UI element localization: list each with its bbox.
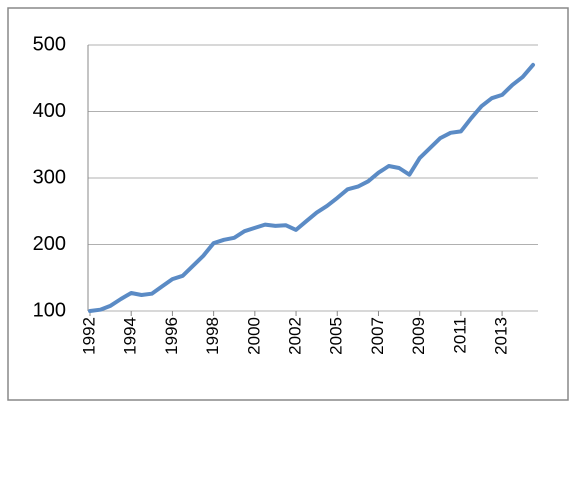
x-tick-label: 2009: [409, 317, 428, 355]
x-tick-label: 1998: [203, 317, 222, 355]
x-tick-label: 1996: [162, 317, 181, 355]
x-tick-label: 1992: [79, 317, 98, 355]
x-tick-label: 2011: [450, 317, 469, 354]
y-tick-label: 200: [33, 233, 66, 255]
y-tick-label: 100: [33, 299, 66, 321]
x-tick-label: 2013: [492, 317, 511, 355]
data-line: [88, 62, 535, 313]
x-tick-label: 2002: [286, 317, 305, 355]
chart-frame: [7, 7, 569, 401]
x-tick-label: 2000: [244, 317, 263, 355]
y-tick-label: 400: [33, 100, 66, 122]
x-tick-label: 2007: [368, 317, 387, 355]
y-tick-label: 500: [33, 33, 66, 55]
x-tick-label: 2005: [327, 317, 346, 355]
x-tick-label: 1994: [121, 317, 140, 355]
y-tick-label: 300: [33, 166, 66, 188]
